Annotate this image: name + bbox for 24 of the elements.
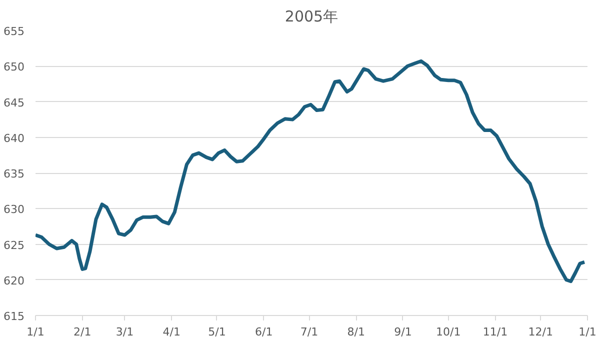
- y-tick-label: 635: [4, 168, 25, 180]
- x-tick-label: 3/1: [116, 326, 134, 338]
- x-tick-label: 2/1: [74, 326, 92, 338]
- x-tick-label: 9/1: [394, 326, 412, 338]
- x-tick-label: 1/1: [26, 326, 44, 338]
- x-tick-label: 12/1: [528, 326, 553, 338]
- x-tick-label: 8/1: [347, 326, 365, 338]
- chart-title: 2005年: [284, 8, 338, 26]
- x-tick-label: 5/1: [208, 326, 226, 338]
- y-tick-label: 640: [4, 132, 25, 145]
- y-tick-label: 645: [4, 96, 25, 110]
- y-tick-label: 650: [4, 60, 25, 74]
- x-tick-label: 6/1: [255, 326, 273, 338]
- y-tick-label: 655: [4, 25, 25, 38]
- x-tick-label: 7/1: [300, 326, 318, 338]
- x-tick-label: 4/1: [162, 326, 180, 338]
- y-tick-label: 625: [4, 238, 25, 252]
- y-tick-label: 615: [4, 310, 25, 323]
- y-tick-label: 620: [4, 274, 25, 288]
- x-tick-label: 1/1: [578, 326, 596, 338]
- line-series: [36, 59, 586, 284]
- y-tick-label: 630: [4, 203, 25, 216]
- x-tick-label: 10/1: [436, 326, 461, 338]
- x-tick-label: 11/1: [482, 326, 508, 338]
